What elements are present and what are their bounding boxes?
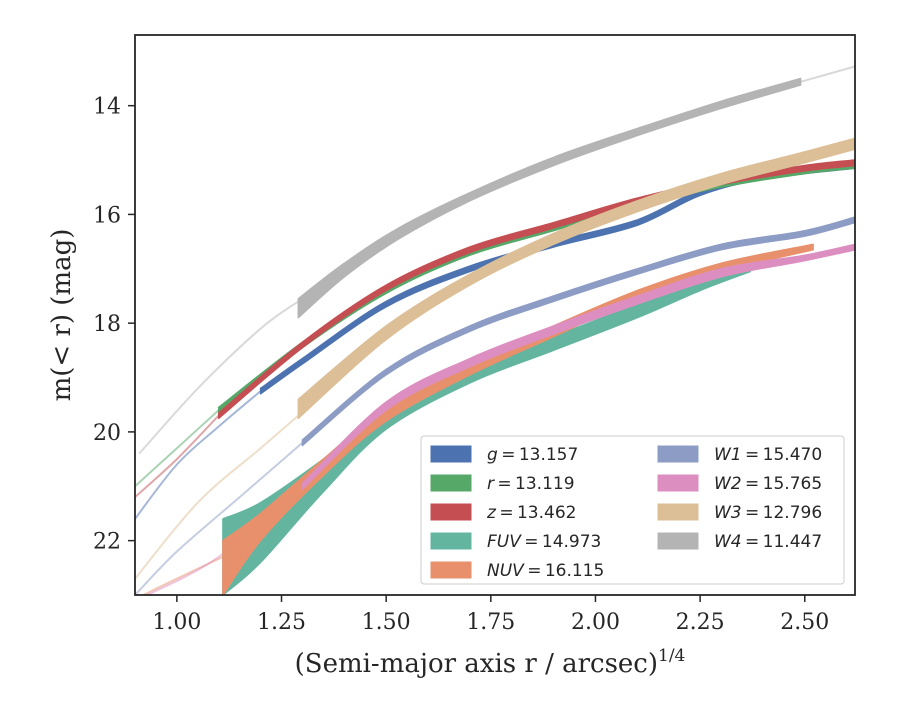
legend-swatch-nuv [430,561,472,579]
legend-swatch-w1 [657,445,699,463]
extrapolation-curve-z [135,414,220,498]
legend-swatch-w4 [657,532,699,550]
x-tick-label: 2.25 [676,610,725,635]
x-axis-label: (Semi-major axis r / arcsec)1/4 [295,646,686,679]
magnitude-band-w1 [301,216,855,447]
extrapolation-curve-w4 [138,300,299,455]
y-tick-label: 16 [93,203,121,228]
y-tick-label: 14 [93,95,121,120]
legend-swatch-r [430,474,472,492]
extrapolation-curve-w4-outer [800,65,855,83]
magnitude-bands [217,77,855,595]
legend-swatch-w2 [657,474,699,492]
legend-frame [420,435,845,585]
legend-label-g: g = 13.157 [487,445,578,465]
legend-swatch-g [430,445,472,463]
x-tick-label: 1.25 [257,610,306,635]
legend-label-r: r = 13.119 [487,474,575,494]
magnitude-band-g [259,162,855,395]
y-axis-label: m(< r) (mag) [47,229,77,402]
y-axis-ticks: 14 16 18 20 22 [93,95,135,555]
legend-label-w1: W1 = 15.470 [714,445,822,465]
magnitude-band-w4 [297,77,802,319]
x-tick-label: 1.75 [466,610,515,635]
y-tick-label: 20 [93,421,121,446]
legend-swatch-w3 [657,503,699,521]
x-tick-label: 2.50 [780,610,829,635]
x-tick-label: 2.00 [571,610,620,635]
x-axis-label-text: (Semi-major axis r / arcsec) [295,649,658,679]
extrapolation-curve-w3 [135,414,299,580]
legend-label-z: z = 13.462 [486,503,576,523]
plot-frame [134,34,856,596]
x-tick-label: 1.00 [152,610,201,635]
legend-label-w3: W3 = 12.796 [714,503,822,523]
legend-swatch-z [430,503,472,521]
legend-swatch-fuv [430,532,472,550]
y-tick-label: 22 [93,530,121,555]
x-axis-label-exponent: 1/4 [658,646,685,666]
x-tick-label: 1.50 [362,610,411,635]
magnitude-band-w2 [301,243,855,490]
extrapolation-curve-w1 [135,442,304,595]
legend-label-fuv: FUV = 14.973 [487,532,601,552]
legend-label-nuv: NUV = 16.115 [487,561,604,581]
legend: g = 13.157 r = 13.119 z = 13.462 FUV = 14.9… [420,435,845,585]
legend-label-w2: W2 = 15.765 [714,474,822,494]
y-tick-label: 18 [93,312,121,337]
extrapolation-curve-g [135,390,262,520]
x-axis-ticks: 1.00 1.25 1.50 1.75 2.00 2.25 2.50 [152,595,829,635]
legend-label-w4: W4 = 11.447 [714,532,822,552]
extrapolation-curve-r [135,409,220,488]
magnitude-band-z [217,159,855,420]
